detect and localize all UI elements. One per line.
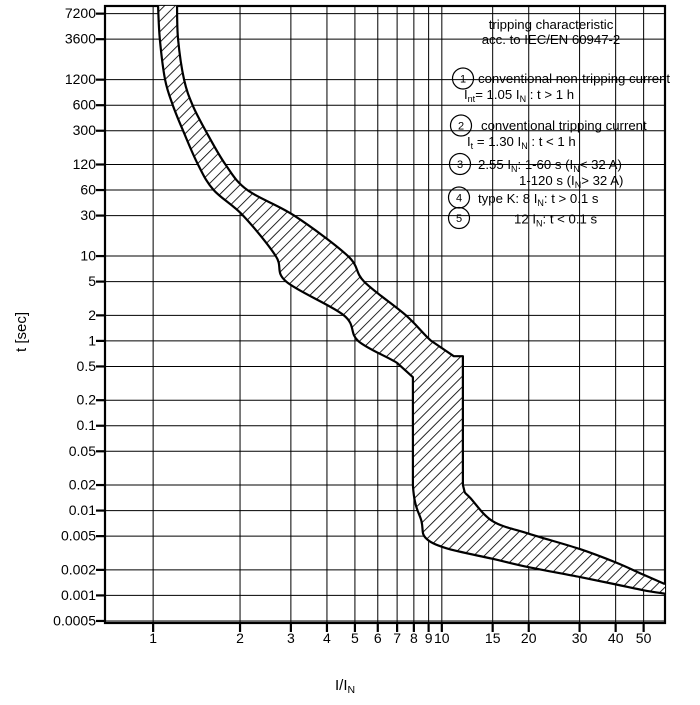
svg-text:4: 4 [323, 630, 331, 646]
svg-text:4: 4 [456, 193, 462, 205]
svg-text:12 IN: t < 0.1 s: 12 IN: t < 0.1 s [514, 212, 598, 229]
svg-text:2: 2 [88, 307, 96, 323]
svg-text:20: 20 [521, 630, 537, 646]
svg-text:2: 2 [458, 121, 464, 133]
svg-text:7200: 7200 [65, 5, 96, 21]
svg-text:1: 1 [88, 332, 96, 348]
svg-text:120: 120 [73, 156, 97, 172]
svg-text:0.02: 0.02 [69, 477, 96, 493]
svg-text:1: 1 [460, 74, 466, 86]
svg-text:conventional tripping current: conventional tripping current [481, 118, 647, 133]
svg-text:5: 5 [88, 273, 96, 289]
svg-text:10: 10 [80, 248, 96, 264]
svg-text:tripping characteristic: tripping characteristic [489, 17, 614, 32]
svg-text:3600: 3600 [65, 31, 96, 47]
svg-text:Int= 1.05 IN : t > 1 h: Int= 1.05 IN : t > 1 h [464, 87, 574, 104]
svg-text:30: 30 [572, 630, 588, 646]
svg-text:0.1: 0.1 [77, 417, 97, 433]
svg-text:0.2: 0.2 [77, 392, 97, 408]
svg-text:1200: 1200 [65, 71, 96, 87]
svg-text:conventional non-tripping curr: conventional non-tripping current [478, 71, 670, 86]
svg-text:50: 50 [636, 630, 652, 646]
svg-text:0.001: 0.001 [61, 587, 96, 603]
svg-text:15: 15 [485, 630, 501, 646]
svg-text:300: 300 [73, 122, 97, 138]
svg-text:2.55 IN: 1-60 s (IN< 32 A): 2.55 IN: 1-60 s (IN< 32 A) [478, 157, 622, 174]
svg-text:7: 7 [393, 630, 401, 646]
svg-text:1-120 s (IN> 32 A): 1-120 s (IN> 32 A) [519, 173, 623, 190]
svg-text:10: 10 [434, 630, 450, 646]
svg-text:60: 60 [80, 182, 96, 198]
svg-text:acc. to IEC/EN 60947-2: acc. to IEC/EN 60947-2 [482, 32, 621, 47]
svg-text:0.05: 0.05 [69, 443, 96, 459]
svg-text:6: 6 [374, 630, 382, 646]
svg-text:3: 3 [457, 159, 463, 171]
svg-text:0.5: 0.5 [77, 358, 97, 374]
svg-text:5: 5 [456, 213, 462, 225]
svg-text:5: 5 [351, 630, 359, 646]
svg-text:2: 2 [236, 630, 244, 646]
svg-text:8: 8 [410, 630, 418, 646]
svg-text:0.005: 0.005 [61, 528, 96, 544]
svg-text:0.002: 0.002 [61, 561, 96, 577]
svg-text:30: 30 [80, 207, 96, 223]
svg-text:t [sec]: t [sec] [13, 312, 30, 352]
svg-text:3: 3 [287, 630, 295, 646]
svg-text:9: 9 [425, 630, 433, 646]
svg-text:0.0005: 0.0005 [53, 613, 96, 629]
svg-text:1: 1 [149, 630, 157, 646]
svg-text:0.01: 0.01 [69, 502, 96, 518]
svg-text:40: 40 [608, 630, 624, 646]
svg-text:600: 600 [73, 97, 97, 113]
